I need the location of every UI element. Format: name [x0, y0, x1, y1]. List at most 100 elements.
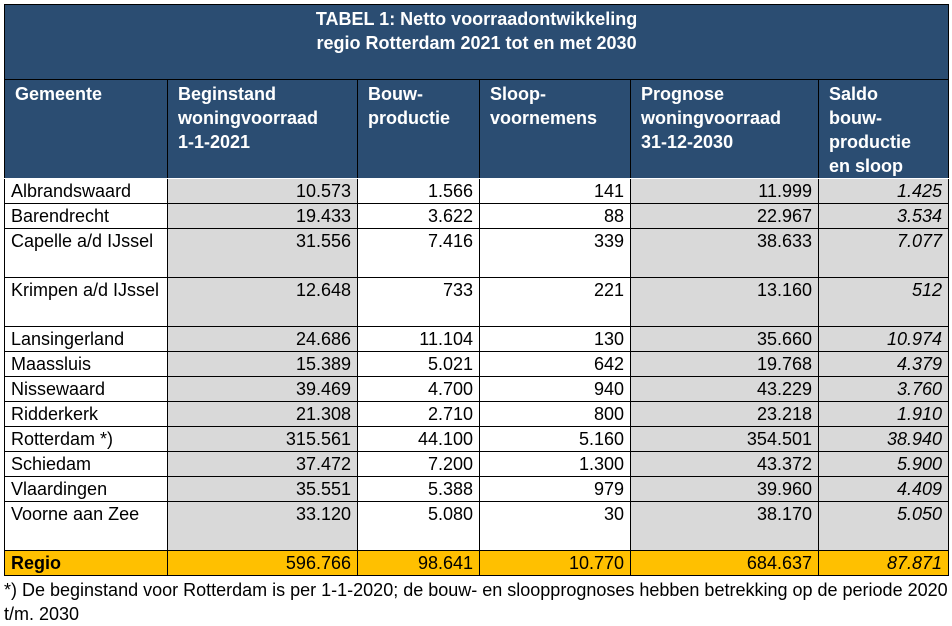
table-body: Albrandswaard10.5731.56614111.9991.425Ba…: [5, 179, 949, 576]
value-cell: 21.308: [168, 402, 358, 427]
table-title: TABEL 1: Netto voorraadontwikkeling regi…: [5, 5, 949, 80]
municipality-cell: Albrandswaard: [5, 179, 168, 204]
table-row: Krimpen a/d IJssel12.64873322113.160512: [5, 278, 949, 327]
table-row: Albrandswaard10.5731.56614111.9991.425: [5, 179, 949, 204]
value-cell: 11.104: [358, 327, 480, 352]
value-cell: 3.622: [358, 204, 480, 229]
table-row: Schiedam37.4727.2001.30043.3725.900: [5, 452, 949, 477]
title-line-1: TABEL 1: Netto voorraadontwikkeling: [11, 7, 942, 31]
value-cell: 4.379: [819, 352, 949, 377]
value-cell: 37.472: [168, 452, 358, 477]
value-cell: 979: [480, 477, 631, 502]
value-cell: 4.409: [819, 477, 949, 502]
value-cell: 5.160: [480, 427, 631, 452]
value-cell: 87.871: [819, 551, 949, 576]
value-cell: 10.770: [480, 551, 631, 576]
table-row: Barendrecht19.4333.6228822.9673.534: [5, 204, 949, 229]
column-header: Gemeente: [5, 80, 168, 179]
value-cell: 3.534: [819, 204, 949, 229]
value-cell: 23.218: [631, 402, 819, 427]
value-cell: 7.200: [358, 452, 480, 477]
value-cell: 19.433: [168, 204, 358, 229]
column-header: Sloop-voornemens: [480, 80, 631, 179]
value-cell: 141: [480, 179, 631, 204]
value-cell: 800: [480, 402, 631, 427]
value-cell: 5.021: [358, 352, 480, 377]
municipality-cell: Nissewaard: [5, 377, 168, 402]
value-cell: 1.425: [819, 179, 949, 204]
municipality-cell: Rotterdam *): [5, 427, 168, 452]
municipality-cell: Barendrecht: [5, 204, 168, 229]
value-cell: 15.389: [168, 352, 358, 377]
column-header: Saldobouw-productieen sloop: [819, 80, 949, 179]
value-cell: 38.170: [631, 502, 819, 551]
municipality-cell: Capelle a/d IJssel: [5, 229, 168, 278]
municipality-cell: Ridderkerk: [5, 402, 168, 427]
value-cell: 38.940: [819, 427, 949, 452]
value-cell: 13.160: [631, 278, 819, 327]
value-cell: 7.077: [819, 229, 949, 278]
table-row: Rotterdam *)315.56144.1005.160354.50138.…: [5, 427, 949, 452]
table-row: Lansingerland24.68611.10413035.66010.974: [5, 327, 949, 352]
value-cell: 88: [480, 204, 631, 229]
table-row: Capelle a/d IJssel31.5567.41633938.6337.…: [5, 229, 949, 278]
value-cell: 11.999: [631, 179, 819, 204]
footnote: *) De beginstand voor Rotterdam is per 1…: [4, 578, 950, 626]
value-cell: 38.633: [631, 229, 819, 278]
value-cell: 596.766: [168, 551, 358, 576]
value-cell: 7.416: [358, 229, 480, 278]
value-cell: 3.760: [819, 377, 949, 402]
value-cell: 12.648: [168, 278, 358, 327]
column-header-row: GemeenteBeginstandwoningvoorraad1-1-2021…: [5, 80, 949, 179]
value-cell: 642: [480, 352, 631, 377]
title-line-2: regio Rotterdam 2021 tot en met 2030: [11, 31, 942, 55]
housing-stock-table: TABEL 1: Netto voorraadontwikkeling regi…: [4, 4, 949, 576]
table-row: Ridderkerk21.3082.71080023.2181.910: [5, 402, 949, 427]
value-cell: 43.372: [631, 452, 819, 477]
value-cell: 30: [480, 502, 631, 551]
value-cell: 733: [358, 278, 480, 327]
value-cell: 39.469: [168, 377, 358, 402]
value-cell: 10.974: [819, 327, 949, 352]
value-cell: 19.768: [631, 352, 819, 377]
value-cell: 33.120: [168, 502, 358, 551]
column-header: Beginstandwoningvoorraad1-1-2021: [168, 80, 358, 179]
value-cell: 5.080: [358, 502, 480, 551]
value-cell: 684.637: [631, 551, 819, 576]
value-cell: 24.686: [168, 327, 358, 352]
value-cell: 1.300: [480, 452, 631, 477]
value-cell: 315.561: [168, 427, 358, 452]
municipality-cell: Vlaardingen: [5, 477, 168, 502]
value-cell: 221: [480, 278, 631, 327]
value-cell: 31.556: [168, 229, 358, 278]
column-header: Bouw-productie: [358, 80, 480, 179]
table-row: Maassluis15.3895.02164219.7684.379: [5, 352, 949, 377]
value-cell: 22.967: [631, 204, 819, 229]
value-cell: 339: [480, 229, 631, 278]
value-cell: 5.900: [819, 452, 949, 477]
value-cell: 44.100: [358, 427, 480, 452]
value-cell: 98.641: [358, 551, 480, 576]
value-cell: 1.910: [819, 402, 949, 427]
value-cell: 2.710: [358, 402, 480, 427]
value-cell: 5.050: [819, 502, 949, 551]
municipality-cell: Schiedam: [5, 452, 168, 477]
value-cell: 5.388: [358, 477, 480, 502]
municipality-cell: Lansingerland: [5, 327, 168, 352]
table-row: Vlaardingen35.5515.38897939.9604.409: [5, 477, 949, 502]
value-cell: 4.700: [358, 377, 480, 402]
table-row: Voorne aan Zee33.1205.0803038.1705.050: [5, 502, 949, 551]
municipality-cell: Krimpen a/d IJssel: [5, 278, 168, 327]
value-cell: 130: [480, 327, 631, 352]
value-cell: 10.573: [168, 179, 358, 204]
value-cell: 39.960: [631, 477, 819, 502]
table-row: Nissewaard39.4694.70094043.2293.760: [5, 377, 949, 402]
value-cell: 1.566: [358, 179, 480, 204]
municipality-cell: Regio: [5, 551, 168, 576]
value-cell: 43.229: [631, 377, 819, 402]
municipality-cell: Voorne aan Zee: [5, 502, 168, 551]
value-cell: 35.551: [168, 477, 358, 502]
value-cell: 940: [480, 377, 631, 402]
total-row: Regio596.76698.64110.770684.63787.871: [5, 551, 949, 576]
column-header: Prognosewoningvoorraad31-12-2030: [631, 80, 819, 179]
